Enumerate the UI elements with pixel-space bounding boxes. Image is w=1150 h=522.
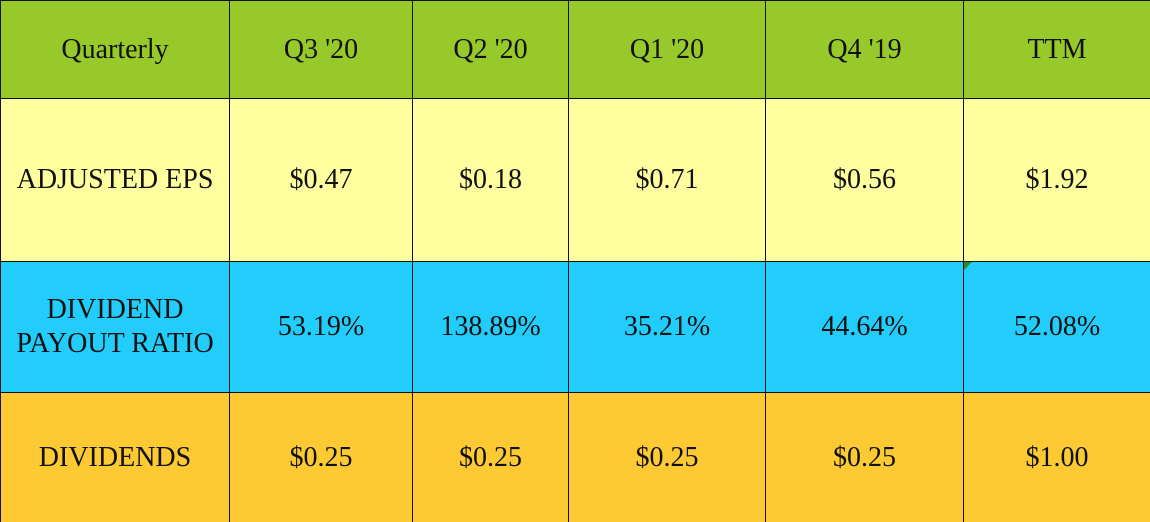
header-cell: Q2 '20 — [412, 0, 569, 99]
table-cell: $1.92 — [963, 98, 1150, 262]
table-cell: $0.18 — [412, 98, 569, 262]
header-cell: Quarterly — [0, 0, 230, 99]
header-cell: Q1 '20 — [568, 0, 766, 99]
table-row: DIVIDEND PAYOUT RATIO 53.19% 138.89% 35.21%… — [0, 261, 1150, 393]
row-label: ADJUSTED EPS — [0, 98, 230, 262]
table-cell: 35.21% — [568, 261, 766, 393]
table-cell: 138.89% — [412, 261, 569, 393]
table-row: ADJUSTED EPS $0.47 $0.18 $0.71 $0.56 $1.92 — [0, 98, 1150, 262]
table-row: DIVIDENDS $0.25 $0.25 $0.25 $0.25 $1.00 — [0, 392, 1150, 522]
table-cell: $0.25 — [229, 392, 413, 522]
table-cell: $0.25 — [765, 392, 964, 522]
header-row: Quarterly Q3 '20 Q2 '20 Q1 '20 Q4 '19 TTM — [0, 0, 1150, 99]
header-cell: Q3 '20 — [229, 0, 413, 99]
table-cell: $0.25 — [412, 392, 569, 522]
table-cell: $0.56 — [765, 98, 964, 262]
row-label: DIVIDEND PAYOUT RATIO — [0, 261, 230, 393]
table-cell: $0.71 — [568, 98, 766, 262]
row-label: DIVIDENDS — [0, 392, 230, 522]
table-cell: 53.19% — [229, 261, 413, 393]
table-cell: $1.00 — [963, 392, 1150, 522]
table-cell: 52.08% — [963, 261, 1150, 393]
header-cell: Q4 '19 — [765, 0, 964, 99]
table-cell: $0.47 — [229, 98, 413, 262]
header-cell: TTM — [963, 0, 1150, 99]
table-cell: $0.25 — [568, 392, 766, 522]
table-cell: 44.64% — [765, 261, 964, 393]
